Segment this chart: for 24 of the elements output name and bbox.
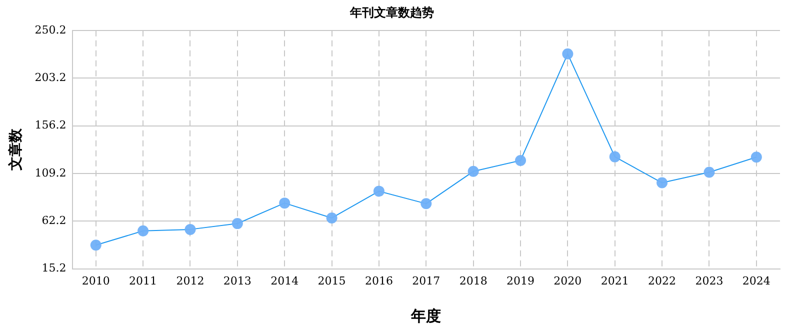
x-tick-label: 2010 (82, 274, 110, 288)
x-tick-label: 2017 (412, 274, 440, 288)
chart-title: 年刊文章数趋势 (349, 5, 434, 20)
x-tick-label: 2015 (318, 274, 346, 288)
y-axis-title: 文章数 (7, 128, 24, 172)
x-tick-label: 2012 (176, 274, 204, 288)
y-tick-label: 109.2 (34, 166, 66, 180)
y-tick-label: 203.2 (34, 70, 66, 84)
x-tick-label: 2014 (270, 274, 299, 288)
x-axis-title: 年度 (410, 306, 442, 325)
y-tick-label: 156.2 (34, 118, 66, 132)
x-tick-label: 2021 (600, 274, 629, 288)
x-tick-label: 2019 (506, 274, 535, 288)
x-tick-label: 2016 (364, 274, 393, 288)
x-tick-label: 2023 (695, 274, 724, 288)
x-tick-label: 2020 (554, 274, 582, 288)
y-tick-label: 62.2 (42, 214, 66, 227)
y-tick-label: 15.2 (42, 262, 66, 275)
x-tick-label: 2022 (648, 274, 676, 288)
y-tick-label: 250.2 (34, 23, 66, 36)
x-tick-label: 2013 (223, 274, 252, 288)
x-tick-label: 2011 (129, 274, 158, 288)
x-tick-label: 2018 (459, 274, 488, 288)
x-tick-label: 2024 (742, 274, 770, 288)
